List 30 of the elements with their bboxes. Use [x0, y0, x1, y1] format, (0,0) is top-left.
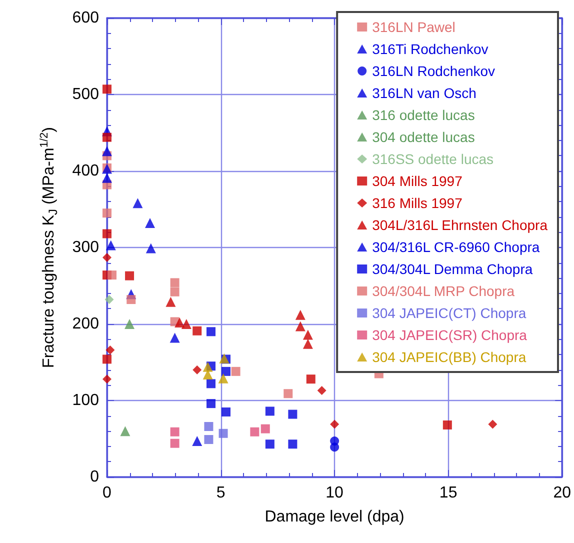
- legend-label: 316LN van Osch: [372, 85, 476, 101]
- x-tick-label: 20: [553, 484, 572, 502]
- legend-label: 304 JAPEIC(BB) Chopra: [372, 349, 526, 365]
- legend-label: 304 JAPEIC(SR) Chopra: [372, 327, 528, 343]
- y-tick-label: 100: [72, 392, 100, 409]
- legend-label: 304/304L Demma Chopra: [372, 261, 533, 277]
- y-tick-label: 600: [72, 10, 100, 26]
- legend-label: 304 JAPEIC(CT) Chopra: [372, 305, 526, 321]
- legend-label: 304 odette lucas: [372, 129, 475, 145]
- legend-label: 304L/316L Ehrnsten Chopra: [372, 217, 548, 233]
- x-tick-label: 10: [326, 484, 344, 502]
- legend-label: 304 Mills 1997: [372, 173, 463, 189]
- y-tick-label: 200: [72, 316, 100, 332]
- x-tick-label: 5: [216, 484, 226, 502]
- legend-label: 316LN Rodchenkov: [372, 63, 496, 79]
- y-tick-label: 500: [72, 86, 100, 103]
- legend-label: 316SS odette lucas: [372, 151, 494, 167]
- legend-label: 316LN Pawel: [372, 19, 456, 35]
- x-tick-label: 0: [102, 484, 112, 502]
- y-axis-title: Fracture toughness KJ (MPa-m1/2): [38, 127, 60, 368]
- legend-label: 304/316L CR-6960 Chopra: [372, 239, 540, 255]
- x-axis-title: Damage level (dpa): [264, 508, 404, 526]
- legend-label: 316 Mills 1997: [372, 195, 463, 211]
- legend-label: 304/304L MRP Chopra: [372, 283, 515, 299]
- legend-label: 316Ti Rodchenkov: [372, 41, 488, 57]
- x-tick-label: 15: [439, 484, 458, 502]
- y-tick-label: 0: [90, 468, 100, 486]
- y-tick-label: 400: [72, 162, 100, 180]
- y-tick-label: 300: [72, 239, 100, 256]
- legend-label: 316 odette lucas: [372, 107, 475, 123]
